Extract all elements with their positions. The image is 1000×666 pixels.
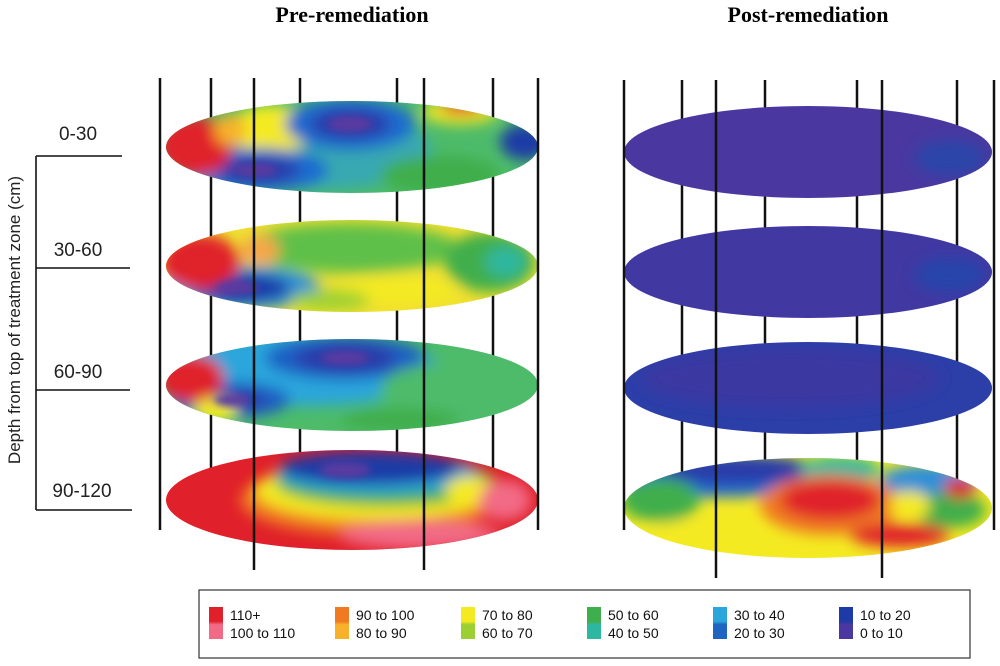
legend: 110+ 100 to 110 90 to 100 80 to 90 70 to 80 6…	[198, 589, 971, 659]
pre-remediation-title: Pre-remediation	[275, 2, 428, 27]
post-remediation-column	[622, 80, 996, 578]
post-slice-90-120	[624, 458, 992, 558]
legend-label-bottom: 0 to 10	[860, 625, 903, 641]
legend-swatch	[713, 607, 727, 639]
post-slice-0-30	[624, 106, 992, 198]
legend-entry: 10 to 20 0 to 10	[839, 607, 911, 641]
pre-remediation-column	[158, 78, 540, 570]
legend-label-bottom: 80 to 90	[356, 625, 407, 641]
legend-label-top: 30 to 40	[734, 607, 785, 623]
post-remediation-title: Post-remediation	[728, 2, 889, 27]
legend-swatch	[587, 607, 601, 639]
depth-axis	[35, 155, 132, 511]
pre-slice-30-60	[166, 220, 538, 312]
legend-label-top: 110+	[230, 607, 261, 623]
depth-label-30-60: 30-60	[54, 240, 103, 261]
legend-label-bottom: 20 to 30	[734, 625, 785, 641]
legend-label-top: 70 to 80	[482, 607, 533, 623]
pre-slice-0-30	[166, 101, 538, 193]
depth-label-0-30: 0-30	[59, 124, 97, 145]
legend-entry: 50 to 60 40 to 50	[587, 607, 659, 641]
post-slice-60-90	[624, 342, 992, 434]
legend-label-bottom: 100 to 110	[230, 625, 295, 641]
legend-swatch	[209, 607, 223, 639]
y-axis-label: Depth from top of treatment zone (cm)	[5, 176, 24, 464]
pre-slice-60-90	[166, 339, 538, 431]
depth-label-90-120: 90-120	[52, 481, 111, 502]
post-slice-30-60	[624, 226, 992, 318]
legend-entry: 90 to 100 80 to 90	[335, 607, 415, 641]
legend-label-top: 10 to 20	[860, 607, 911, 623]
pre-slice-90-120	[166, 450, 538, 550]
legend-swatch	[839, 607, 853, 639]
depth-label-60-90: 60-90	[54, 362, 103, 383]
legend-label-bottom: 40 to 50	[608, 625, 659, 641]
legend-label-top: 90 to 100	[356, 607, 415, 623]
legend-entry: 70 to 80 60 to 70	[461, 607, 533, 641]
legend-entry: 110+ 100 to 110	[209, 607, 295, 641]
legend-swatch	[335, 607, 349, 639]
legend-label-bottom: 60 to 70	[482, 625, 533, 641]
legend-swatch	[461, 607, 475, 639]
legend-entry: 30 to 40 20 to 30	[713, 607, 785, 641]
legend-label-top: 50 to 60	[608, 607, 659, 623]
